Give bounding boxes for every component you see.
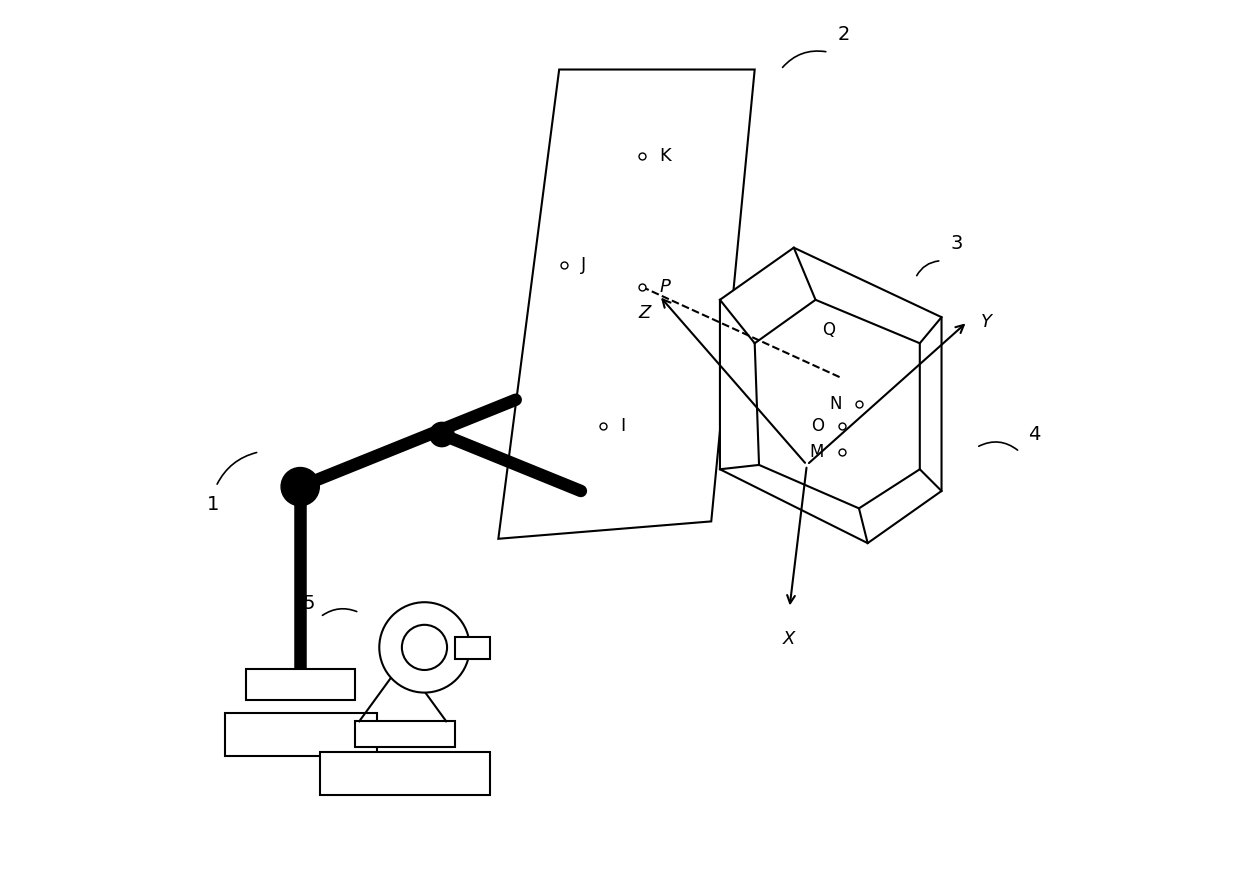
Text: I: I	[620, 417, 625, 434]
Text: 5: 5	[303, 594, 315, 614]
Circle shape	[379, 602, 470, 693]
Polygon shape	[872, 330, 929, 448]
Text: O: O	[811, 417, 825, 434]
Text: P: P	[660, 278, 670, 295]
Text: Q: Q	[822, 322, 835, 339]
Circle shape	[430, 422, 454, 447]
Bar	[224, 713, 377, 756]
Bar	[247, 669, 355, 700]
Text: J: J	[580, 256, 587, 274]
Text: X: X	[784, 630, 796, 648]
Text: 3: 3	[950, 234, 962, 253]
Polygon shape	[498, 70, 755, 539]
Bar	[320, 752, 490, 795]
Bar	[355, 721, 455, 747]
Polygon shape	[794, 295, 929, 395]
Text: Y: Y	[981, 313, 992, 330]
Text: 4: 4	[1028, 425, 1040, 444]
Text: N: N	[830, 395, 842, 413]
Text: K: K	[660, 148, 671, 165]
Text: 1: 1	[207, 494, 219, 514]
Circle shape	[402, 625, 448, 670]
Polygon shape	[720, 248, 941, 543]
Polygon shape	[794, 361, 872, 448]
Text: Z: Z	[639, 304, 651, 322]
Circle shape	[281, 468, 320, 506]
Text: M: M	[810, 443, 825, 461]
Text: 2: 2	[837, 25, 849, 44]
Bar	[455, 637, 490, 659]
